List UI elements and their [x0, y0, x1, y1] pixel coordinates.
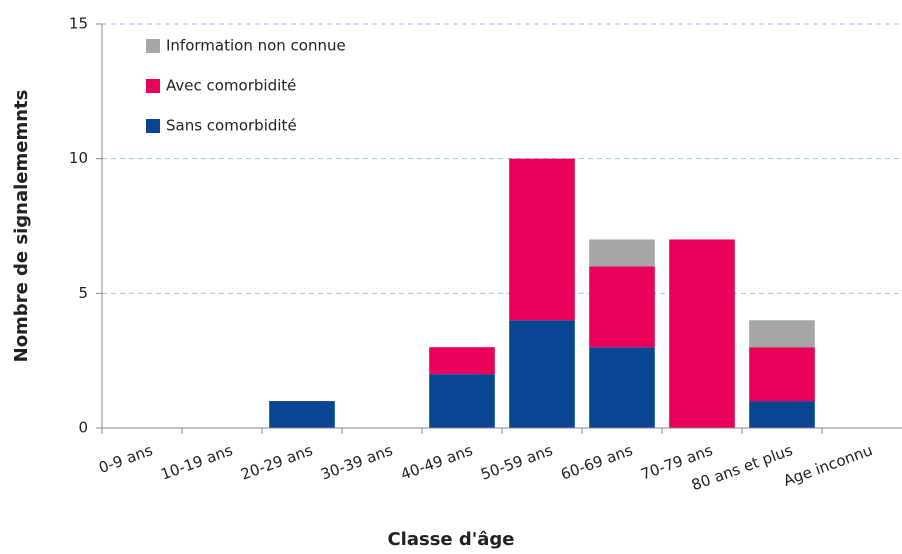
y-tick-label: 0 — [78, 419, 88, 437]
bar — [749, 401, 815, 428]
legend-swatch — [146, 39, 160, 53]
bar — [749, 347, 815, 402]
bar — [509, 158, 575, 321]
legend-label: Sans comorbidité — [166, 117, 297, 135]
x-tick-label: 10-19 ans — [158, 441, 235, 484]
bar — [429, 374, 495, 428]
bar — [589, 266, 655, 348]
y-tick-label: 10 — [69, 149, 88, 167]
y-axis-title: Nombre de signalememnts — [11, 90, 32, 363]
bar — [669, 239, 735, 428]
legend-label: Information non connue — [166, 37, 346, 55]
bar — [589, 239, 655, 267]
legend-swatch — [146, 119, 160, 133]
y-tick-label: 5 — [78, 284, 88, 302]
x-tick-label: 30-39 ans — [318, 441, 395, 484]
x-tick-label: 50-59 ans — [478, 441, 555, 484]
x-tick-label: 0-9 ans — [96, 441, 155, 477]
x-tick-label: 40-49 ans — [398, 441, 475, 484]
y-tick-label: 15 — [69, 15, 88, 33]
bar — [429, 347, 495, 375]
legend-swatch — [146, 79, 160, 93]
x-tick-label: 20-29 ans — [238, 441, 315, 484]
bar — [269, 401, 335, 428]
x-tick-label: 60-69 ans — [558, 441, 635, 484]
x-axis-title: Classe d'âge — [387, 529, 514, 550]
bar — [749, 320, 815, 348]
x-tick-label: Age inconnu — [781, 441, 875, 490]
bar — [589, 347, 655, 428]
bar — [509, 320, 575, 428]
legend-label: Avec comorbidité — [166, 77, 296, 95]
